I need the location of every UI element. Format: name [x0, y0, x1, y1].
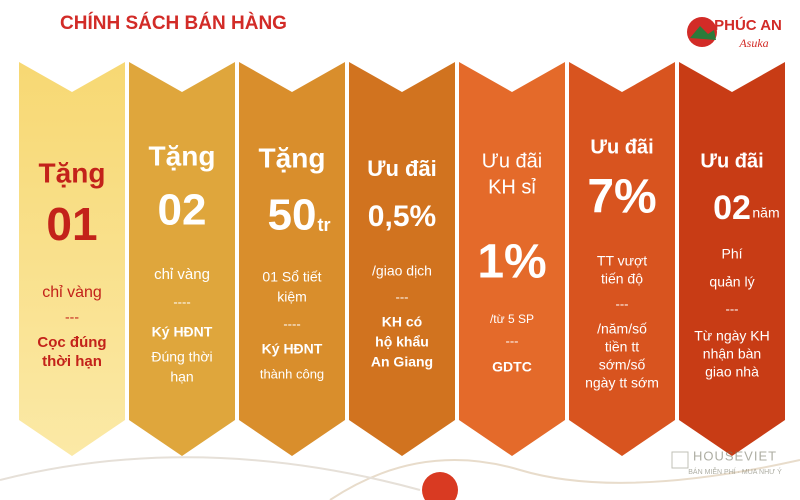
panel-text: GDTC [492, 359, 532, 375]
panel: Ưu đãi 02 năm Phí quản lý --- Từ ngày KH nhận b… [679, 62, 785, 456]
panel-text: nhận bàn [703, 346, 761, 362]
panel-shape [459, 62, 565, 456]
panel-text: 02 [158, 186, 207, 235]
panel-shape [679, 62, 785, 456]
panel-text: Cọc đúng [37, 334, 106, 351]
panel: Ưu đãi 0,5% /giao dịch --- KH có hộ khẩu An Gi… [349, 62, 455, 456]
panel-text: Tặng [39, 157, 106, 188]
logo-mountain [690, 26, 716, 40]
panel-text: Ưu đãi [590, 136, 653, 158]
panel-text: Ưu đãi [482, 150, 542, 172]
panel-shape [239, 62, 345, 456]
panel-text: KH sỉ [488, 176, 536, 198]
panel-text: TT vượt [597, 253, 647, 269]
panel-text: /từ 5 SP [490, 312, 534, 326]
decoration [329, 459, 800, 500]
decoration [0, 456, 421, 491]
panel-text: Ưu đãi [700, 150, 763, 172]
panel-text: Phí [721, 246, 742, 262]
panel: Ưu đãi 7% TT vượt tiến độ --- /năm/số tiền tt s… [569, 62, 675, 456]
panel-text: Từ ngày KH [694, 328, 770, 344]
panel-text: --- [506, 333, 519, 348]
watermark-slogan: BÁN MIỄN PHÍ · MUA NHƯ Ý [688, 467, 782, 476]
panel-text: quản lý [709, 274, 754, 290]
panel-text: 01 Sổ tiết [262, 269, 321, 285]
panel-shape [569, 62, 675, 456]
panel-text: 1% [477, 236, 546, 289]
logo: PHÚC AN Asuka [687, 16, 782, 50]
panel-text: thời hạn [42, 353, 102, 370]
logo-sub: Asuka [738, 36, 768, 50]
panel: Ưu đãi KH sỉ 1% /từ 5 SP --- GDTC [459, 62, 565, 456]
panel-text: --- [616, 296, 629, 311]
panel-text: Ký HĐNT [262, 341, 323, 357]
panel-shape [19, 62, 125, 456]
panel-text: Đúng thời [151, 349, 212, 365]
panel-text: kiệm [277, 289, 307, 305]
panel-text: /năm/số [597, 321, 647, 337]
panel-text: thành công [260, 366, 324, 381]
panel-text: --- [396, 289, 409, 304]
panel-text: Tặng [259, 142, 326, 173]
panel-text: giao nhà [705, 364, 759, 380]
panel-text: tiền tt [605, 339, 639, 355]
panel-text: 7% [587, 171, 656, 224]
panel-text: KH có [382, 314, 422, 330]
watermark: HOUSEVIET BÁN MIỄN PHÍ · MUA NHƯ Ý [671, 448, 782, 476]
panel: Tặng 02 chỉ vàng ---- Ký HĐNT Đúng thời hạn [129, 62, 235, 456]
panel-text: hạn [170, 369, 193, 385]
panel-text: --- [65, 309, 79, 325]
title: CHÍNH SÁCH BÁN HÀNG [60, 12, 287, 34]
panel-text: ---- [283, 316, 300, 331]
panels: Tặng 01 chỉ vàng --- Cọc đúng thời hạn Tặng 02 c… [19, 62, 785, 456]
panel: Tặng 01 chỉ vàng --- Cọc đúng thời hạn [19, 62, 125, 456]
panel-text: 0,5% [368, 200, 436, 233]
panel-text: hộ khẩu [375, 334, 429, 350]
panel-shape [349, 62, 455, 456]
panel-text: An Giang [371, 354, 433, 370]
watermark-icon [671, 451, 689, 469]
watermark-brand: HOUSEVIET [693, 448, 777, 463]
panel: Tặng 50 tr 01 Sổ tiết kiệm ---- Ký HĐNT thành c… [239, 62, 345, 456]
panel-text: --- [726, 301, 739, 316]
panel-text: chỉ vàng [42, 284, 102, 301]
panel-text: Ưu đãi [367, 156, 437, 181]
panel-text: tr [318, 215, 331, 235]
panel-text: 50 [268, 191, 317, 240]
panel-text: chỉ vàng [154, 266, 210, 283]
panel-text: ngày tt sớm [585, 375, 659, 391]
panel-text: /giao dịch [372, 263, 432, 279]
panel-shape [129, 62, 235, 456]
panel-text: tiến độ [601, 271, 643, 287]
decoration-circle [422, 472, 458, 500]
panel-text: ---- [173, 294, 190, 309]
panel-text: sớm/số [599, 357, 646, 373]
panel-text: Tặng [149, 140, 216, 171]
panel-text: Ký HĐNT [152, 324, 213, 340]
panel-text: năm [752, 205, 779, 221]
panel-text: 02 [713, 189, 751, 227]
panel-text: 01 [46, 198, 97, 250]
logo-name: PHÚC AN [714, 16, 782, 34]
